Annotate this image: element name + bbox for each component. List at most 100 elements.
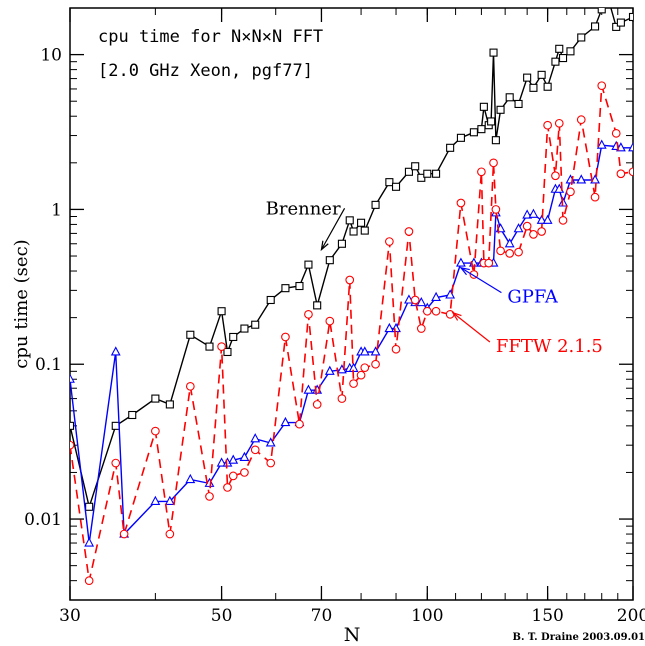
series-fftw-2-1-5 (70, 81, 633, 586)
data-point-fftw-2-1-5 (597, 81, 607, 91)
data-point-brenner (543, 82, 552, 91)
x-tick-label: 30 (59, 606, 81, 626)
data-point-fftw-2-1-5 (223, 483, 232, 492)
data-point-brenner (456, 133, 465, 142)
data-point-brenner (558, 54, 568, 63)
data-point-brenner (505, 93, 514, 102)
y-axis-label: cpu time (sec) (11, 239, 32, 368)
credit-label: B. T. Draine 2003.09.01 (513, 632, 645, 643)
data-point-fftw-2-1-5 (111, 458, 121, 468)
data-point-fftw-2-1-5 (477, 167, 486, 177)
data-point-brenner (223, 347, 232, 357)
data-point-fftw-2-1-5 (416, 324, 426, 333)
data-point-brenner (337, 239, 346, 248)
data-point-brenner (496, 105, 505, 114)
data-point-brenner (404, 167, 413, 176)
data-point-gpfa (513, 223, 524, 233)
data-point-fftw-2-1-5 (529, 230, 538, 239)
data-point-gpfa (164, 495, 175, 505)
x-tick-label: 200 (617, 606, 645, 626)
data-point-fftw-2-1-5 (558, 215, 568, 225)
data-point-brenner (217, 307, 226, 316)
data-point-brenner (345, 216, 354, 225)
data-point-fftw-2-1-5 (240, 468, 249, 477)
data-point-brenner (479, 102, 488, 111)
data-point-brenner (566, 47, 575, 56)
data-point-fftw-2-1-5 (590, 192, 600, 202)
chart-subtitle: [2.0 GHz Xeon, pgf77] (98, 61, 313, 81)
annotation-fftw-2-1-5: FFTW 2.1.5 (496, 336, 603, 357)
data-point-gpfa (370, 346, 381, 356)
data-point-fftw-2-1-5 (185, 381, 195, 391)
data-point-brenner (165, 400, 174, 409)
data-point-fftw-2-1-5 (385, 237, 394, 246)
data-point-fftw-2-1-5 (431, 306, 441, 316)
data-point-gpfa (280, 416, 291, 427)
data-point-brenner (251, 320, 260, 329)
data-point-fftw-2-1-5 (391, 344, 401, 354)
data-point-gpfa (185, 473, 196, 484)
data-point-fftw-2-1-5 (266, 458, 276, 468)
chart-title: cpu time for N×N×N FFT (98, 27, 323, 47)
data-point-fftw-2-1-5 (70, 440, 75, 450)
annotation-arrow-brenner (320, 208, 346, 250)
data-point-brenner (432, 169, 441, 178)
data-point-brenner (240, 324, 249, 333)
y-tick-label: 1 (51, 200, 62, 220)
x-tick-label: 70 (311, 606, 333, 626)
data-point-brenner (128, 410, 137, 420)
annotation-arrowhead-gpfa (459, 266, 470, 276)
data-point-brenner (514, 99, 523, 109)
data-point-gpfa (522, 209, 533, 219)
x-tick-label: 150 (531, 606, 563, 626)
annotation-brenner: Brenner (266, 198, 341, 219)
annotation-arrowhead-brenner (320, 240, 329, 252)
data-point-gpfa (542, 214, 553, 224)
data-point-fftw-2-1-5 (551, 171, 560, 181)
data-point-brenner (417, 173, 426, 182)
data-point-fftw-2-1-5 (205, 492, 214, 501)
data-point-brenner (423, 169, 432, 178)
data-point-brenner (411, 162, 420, 171)
data-point-fftw-2-1-5 (491, 205, 501, 214)
data-point-fftw-2-1-5 (522, 221, 532, 231)
data-point-brenner (371, 200, 380, 209)
data-point-brenner (313, 301, 322, 310)
data-point-gpfa (70, 373, 75, 383)
data-point-brenner (577, 33, 586, 42)
data-point-brenner (304, 260, 313, 269)
data-point-brenner (151, 394, 160, 403)
data-point-brenner (266, 295, 275, 305)
data-point-brenner (295, 281, 304, 291)
data-point-brenner (70, 421, 75, 430)
data-point-gpfa (84, 537, 95, 547)
data-point-fftw-2-1-5 (84, 576, 94, 586)
data-point-fftw-2-1-5 (404, 227, 414, 236)
data-point-brenner (85, 502, 94, 511)
data-point-gpfa (536, 214, 547, 224)
data-point-gpfa (528, 208, 539, 218)
data-point-fftw-2-1-5 (360, 363, 370, 373)
data-point-fftw-2-1-5 (325, 316, 335, 326)
data-point-fftw-2-1-5 (371, 359, 380, 369)
series-brenner (70, 8, 633, 511)
y-tick-label: 0.1 (35, 355, 62, 375)
data-point-brenner (360, 226, 369, 235)
data-point-gpfa (228, 454, 239, 464)
data-point-gpfa (324, 365, 335, 375)
data-point-gpfa (445, 289, 456, 299)
data-point-fftw-2-1-5 (151, 426, 160, 436)
data-point-gpfa (576, 174, 587, 184)
data-point-fftw-2-1-5 (566, 187, 575, 197)
data-point-gpfa (431, 291, 441, 302)
data-point-gpfa (150, 495, 161, 505)
data-point-fftw-2-1-5 (250, 445, 260, 455)
data-point-fftw-2-1-5 (281, 332, 290, 342)
data-point-fftw-2-1-5 (356, 370, 366, 380)
data-point-fftw-2-1-5 (628, 167, 633, 177)
plot-frame (69, 7, 634, 601)
data-point-gpfa (590, 174, 600, 184)
data-point-brenner (229, 332, 238, 342)
x-tick-label: 50 (211, 606, 233, 626)
x-axis-label: N (344, 624, 361, 646)
